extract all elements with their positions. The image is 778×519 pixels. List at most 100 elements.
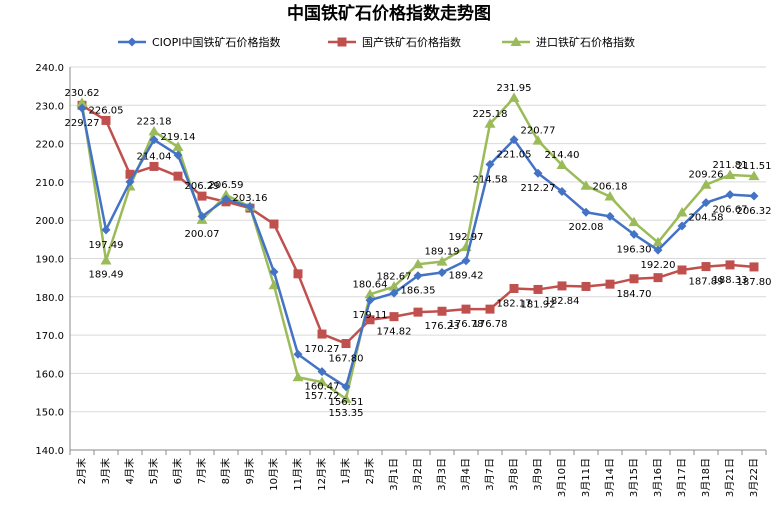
data-label: 156.51 [329,397,364,408]
data-point [221,194,231,204]
data-point [293,269,303,279]
data-label: 230.62 [65,88,100,99]
legend-label: 进口铁矿石价格指数 [536,35,635,49]
data-point [749,191,759,201]
y-tick-label: 200.0 [35,216,64,227]
data-point [365,295,375,305]
data-point [748,170,760,181]
data-point [581,281,591,291]
x-tick-label: 3月21日 [724,458,736,497]
data-point [365,315,375,325]
x-tick-label: 2月末 [75,458,88,484]
x-tick-label: 3月1日 [388,458,400,491]
data-point [76,97,88,107]
data-point [557,186,567,196]
data-label: 170.27 [305,344,340,355]
data-point [269,219,279,229]
data-label: 192.20 [641,260,676,271]
data-label: 225.18 [473,109,508,120]
x-tick-label: 3月2日 [412,458,424,491]
data-point [581,207,591,217]
x-tick-label: 12月末 [315,458,328,491]
data-label: 187.89 [689,277,724,288]
y-tick-label: 150.0 [35,408,64,419]
y-tick-label: 170.0 [35,331,64,342]
legend-item: 国产铁矿石价格指数 [328,35,461,49]
data-label: 229.27 [65,118,100,129]
data-point [337,37,347,47]
data-point [413,271,423,281]
data-point [677,221,687,231]
data-label: 182.17 [497,298,532,309]
data-label: 186.35 [401,286,436,297]
x-tick-label: 3月14日 [604,458,616,497]
data-point [292,371,304,382]
data-label: 211.51 [737,161,772,172]
data-label: 160.47 [305,382,340,393]
data-label: 220.77 [521,126,556,137]
data-point [725,190,735,200]
data-point [677,265,687,275]
x-tick-label: 3月17日 [676,458,688,497]
gridlines [70,66,766,451]
data-point [701,198,711,208]
data-label: 204.58 [689,213,724,224]
data-label: 206.18 [593,182,628,193]
data-point [436,256,448,266]
data-point [101,115,111,125]
data-label: 174.82 [377,327,412,338]
series-0 [77,103,759,392]
x-tick-label: 3月22日 [748,458,760,497]
data-label: 181.92 [521,299,556,310]
data-point [629,229,639,239]
chart-title: 中国铁矿石价格指数走势图 [287,3,491,24]
data-label: 206.67 [713,205,748,216]
data-point [149,135,159,145]
data-point [749,262,759,272]
data-point [388,281,400,291]
data-point [316,376,328,387]
y-axis: 140.0 150.0 160.0 170.0 180.0 190.0 200.0 210.0… [35,63,71,457]
data-point [317,329,327,339]
data-label: 209.26 [689,170,724,181]
data-point [485,304,495,314]
data-point [173,171,183,181]
x-tick-label: 3月8日 [508,458,520,491]
data-point [484,118,496,128]
data-label: 157.72 [305,391,340,402]
x-tick-label: 3月15日 [628,458,640,497]
data-point [437,306,447,316]
y-tick-label: 230.0 [35,101,64,112]
data-point [533,284,543,294]
data-point [269,267,279,277]
data-label: 214.58 [473,174,508,185]
data-point [509,135,519,145]
data-label: 179.11 [353,310,388,321]
data-point [100,254,112,265]
data-point [341,339,351,349]
data-label: 206.32 [737,206,772,217]
data-label: 206.59 [209,180,244,191]
data-point [412,258,424,269]
x-tick-label: 5月末 [147,458,160,484]
plot-area [76,92,760,403]
x-tick-label: 3月末 [99,458,112,484]
data-label: 153.35 [329,408,364,419]
data-point [508,92,520,102]
data-point [700,179,712,189]
data-label: 211.81 [713,160,748,171]
data-label: 189.42 [449,271,484,282]
x-tick-label: 10月末 [267,458,280,491]
y-tick-label: 180.0 [35,293,64,304]
y-tick-label: 210.0 [35,178,64,189]
data-label: 221.05 [497,150,532,161]
data-label: 182.67 [377,272,412,283]
data-label: 223.18 [137,116,172,127]
data-label: 187.80 [737,277,772,288]
data-label: 180.64 [353,279,388,290]
x-tick-label: 6月末 [171,458,184,484]
data-point [461,304,471,314]
data-point [629,274,639,284]
data-label: 176.78 [473,319,508,330]
y-tick-label: 240.0 [35,63,64,74]
